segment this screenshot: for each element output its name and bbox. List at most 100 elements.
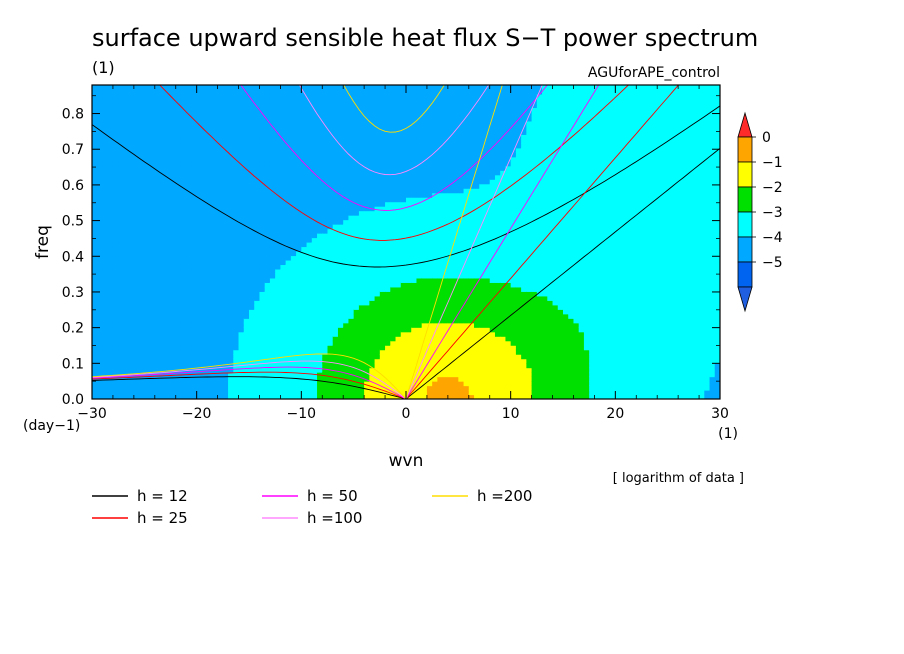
heatmap-cell — [259, 358, 266, 364]
heatmap-cell — [432, 390, 438, 396]
heatmap-cell — [243, 363, 250, 369]
heatmap-cell — [317, 385, 323, 391]
heatmap-cell — [337, 394, 344, 399]
heatmap-cell — [133, 327, 140, 333]
heatmap-cell — [175, 138, 182, 144]
heatmap-cell — [453, 336, 459, 342]
heatmap-cell — [207, 340, 213, 346]
heatmap-cell — [97, 286, 104, 292]
heatmap-cell — [254, 336, 261, 342]
heatmap-cell — [217, 358, 224, 364]
heatmap-cell — [322, 291, 329, 297]
heatmap-cell — [453, 93, 459, 100]
heatmap-cell — [207, 215, 213, 221]
heatmap-cell — [369, 246, 376, 252]
heatmap-cell — [296, 336, 302, 342]
heatmap-cell — [442, 300, 449, 306]
heatmap-cell — [432, 129, 438, 135]
heatmap-cell — [149, 242, 156, 248]
heatmap-cell — [170, 228, 177, 234]
heatmap-cell — [463, 363, 470, 369]
heatmap-cell — [196, 143, 203, 149]
heatmap-cell — [233, 233, 240, 239]
heatmap-cell — [191, 381, 198, 387]
heatmap-cell — [201, 358, 208, 364]
heatmap-cell — [249, 304, 255, 310]
heatmap-cell — [107, 250, 114, 257]
heatmap-cell — [238, 358, 245, 364]
heatmap-cell — [406, 210, 412, 216]
heatmap-cell — [207, 367, 213, 373]
heatmap-cell — [112, 210, 119, 216]
heatmap-cell — [437, 102, 444, 109]
heatmap-cell — [191, 363, 198, 369]
heatmap-cell — [353, 188, 360, 194]
heatmap-cell — [432, 345, 438, 351]
heatmap-cell — [447, 224, 454, 230]
heatmap-cell — [369, 286, 376, 292]
heatmap-cell — [186, 125, 193, 131]
heatmap-cell — [107, 102, 114, 109]
heatmap-cell — [353, 367, 360, 373]
heatmap-cell — [233, 129, 240, 135]
heatmap-cell — [107, 286, 114, 292]
heatmap-cell — [296, 237, 302, 243]
heatmap-cell — [233, 367, 240, 373]
heatmap-cell — [160, 143, 166, 149]
heatmap-cell — [170, 390, 177, 396]
heatmap-cell — [196, 165, 203, 171]
heatmap-cell — [196, 376, 203, 382]
heatmap-cell — [390, 318, 397, 324]
heatmap-cell — [280, 161, 287, 167]
heatmap-cell — [390, 210, 397, 216]
heatmap-cell — [180, 273, 187, 279]
heatmap-cell — [426, 309, 433, 315]
heatmap-cell — [249, 340, 255, 346]
heatmap-cell — [222, 138, 229, 144]
heatmap-cell — [228, 331, 234, 337]
heatmap-cell — [390, 376, 397, 382]
heatmap-cell — [160, 336, 166, 342]
heatmap-cell — [348, 291, 355, 297]
heatmap-cell — [411, 134, 418, 140]
heatmap-cell — [222, 250, 229, 257]
heatmap-cell — [201, 385, 208, 391]
heatmap-cell — [374, 188, 381, 194]
heatmap-cell — [243, 129, 250, 135]
heatmap-cell — [348, 309, 355, 315]
heatmap-cell — [421, 304, 428, 310]
heatmap-cell — [238, 210, 245, 216]
heatmap-cell — [249, 336, 255, 342]
heatmap-cell — [369, 102, 376, 109]
heatmap-cell — [107, 237, 114, 243]
heatmap-cell — [118, 381, 124, 387]
heatmap-cell — [458, 183, 465, 189]
heatmap-cell — [432, 174, 438, 180]
heatmap-cell — [322, 255, 329, 261]
heatmap-cell — [364, 206, 370, 212]
heatmap-cell — [453, 89, 459, 95]
heatmap-cell — [228, 201, 234, 207]
heatmap-cell — [353, 134, 360, 140]
heatmap-cell — [437, 367, 444, 373]
heatmap-cell — [327, 313, 334, 319]
heatmap-cell — [364, 367, 370, 373]
heatmap-cell — [458, 246, 465, 252]
heatmap-cell — [385, 322, 391, 328]
heatmap-cell — [160, 340, 166, 346]
heatmap-cell — [118, 206, 124, 212]
heatmap-cell — [306, 309, 313, 315]
heatmap-cell — [390, 156, 397, 162]
heatmap-cell — [112, 273, 119, 279]
heatmap-cell — [348, 165, 355, 171]
heatmap-cell — [290, 237, 297, 243]
heatmap-cell — [426, 206, 433, 212]
heatmap-cell — [207, 277, 213, 283]
heatmap-cell — [322, 93, 329, 100]
heatmap-cell — [107, 170, 114, 176]
heatmap-cell — [426, 367, 433, 373]
heatmap-cell — [390, 246, 397, 252]
heatmap-cell — [432, 228, 438, 234]
heatmap-cell — [269, 206, 276, 212]
heatmap-cell — [180, 354, 187, 360]
